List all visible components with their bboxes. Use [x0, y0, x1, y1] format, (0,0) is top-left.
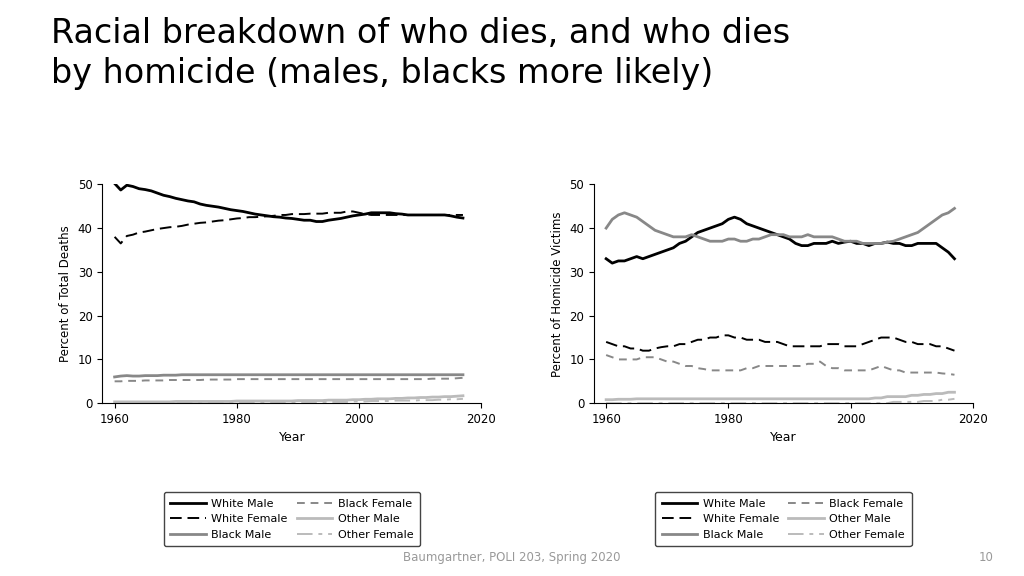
- X-axis label: Year: Year: [770, 431, 797, 445]
- X-axis label: Year: Year: [279, 431, 305, 445]
- Text: Racial breakdown of who dies, and who dies
by homicide (males, blacks more likel: Racial breakdown of who dies, and who di…: [51, 17, 791, 90]
- Y-axis label: Percent of Homicide Victims: Percent of Homicide Victims: [551, 211, 564, 377]
- Legend: White Male, White Female, Black Male, Black Female, Other Male, Other Female: White Male, White Female, Black Male, Bl…: [164, 492, 420, 547]
- Text: Baumgartner, POLI 203, Spring 2020: Baumgartner, POLI 203, Spring 2020: [403, 551, 621, 564]
- Y-axis label: Percent of Total Deaths: Percent of Total Deaths: [59, 225, 73, 362]
- Text: 10: 10: [978, 551, 993, 564]
- Legend: White Male, White Female, Black Male, Black Female, Other Male, Other Female: White Male, White Female, Black Male, Bl…: [655, 492, 911, 547]
